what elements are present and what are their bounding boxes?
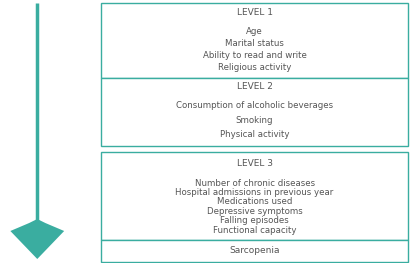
Text: Smoking: Smoking [235, 116, 273, 125]
Bar [101, 240, 407, 262]
Text: Age: Age [246, 27, 262, 36]
Polygon shape [10, 219, 64, 259]
Bar [101, 3, 407, 78]
Text: Physical activity: Physical activity [219, 130, 289, 139]
Text: Depressive symptoms: Depressive symptoms [206, 207, 302, 216]
Bar [101, 78, 407, 146]
Text: Sarcopenia: Sarcopenia [229, 246, 279, 255]
Text: Functional capacity: Functional capacity [212, 226, 296, 235]
Text: Consumption of alcoholic beverages: Consumption of alcoholic beverages [176, 101, 332, 110]
Text: Hospital admissions in previous year: Hospital admissions in previous year [175, 188, 333, 197]
Text: Medications used: Medications used [216, 197, 292, 206]
Text: LEVEL 3: LEVEL 3 [236, 159, 272, 168]
Bar [101, 152, 407, 240]
Text: Falling episodes: Falling episodes [220, 216, 288, 225]
Text: Marital status: Marital status [225, 39, 283, 48]
Text: Religious activity: Religious activity [217, 63, 291, 72]
Text: Ability to read and write: Ability to read and write [202, 51, 306, 60]
Text: LEVEL 2: LEVEL 2 [236, 82, 272, 91]
Text: LEVEL 1: LEVEL 1 [236, 8, 272, 17]
Text: Number of chronic diseases: Number of chronic diseases [194, 179, 314, 188]
